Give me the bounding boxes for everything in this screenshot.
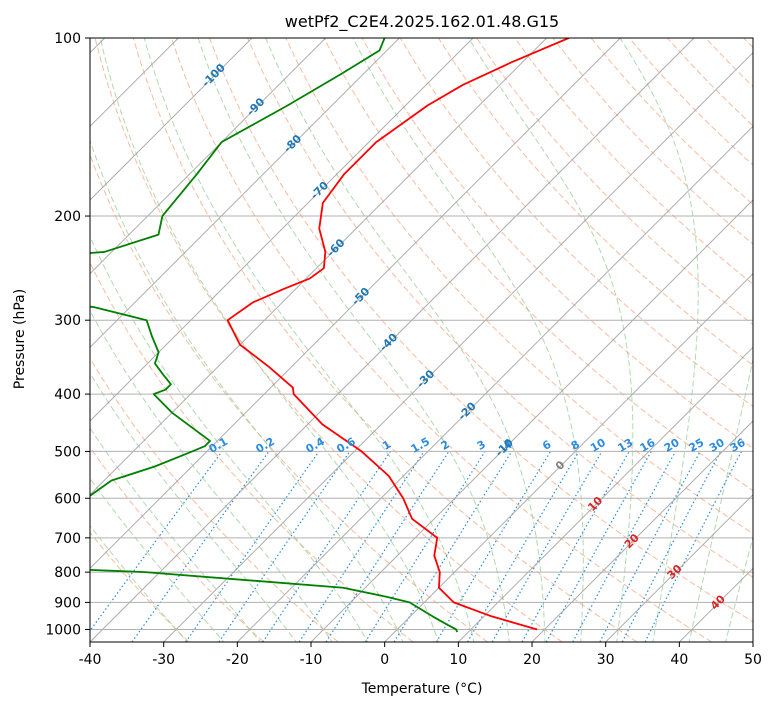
dry-adiabat-line bbox=[209, 38, 753, 623]
x-axis-title: Temperature (°C) bbox=[361, 681, 483, 697]
moist-adiabat-line bbox=[90, 372, 297, 642]
isotherm-line bbox=[90, 38, 327, 275]
y-tick-label: 700 bbox=[54, 531, 81, 547]
temperature-profile-line bbox=[226, 38, 570, 631]
mixing-ratio-line bbox=[298, 451, 425, 642]
pressure-gridlines bbox=[90, 38, 753, 630]
x-tick-label: -20 bbox=[226, 652, 249, 668]
dewpoint-profile-line bbox=[90, 38, 459, 633]
moist-adiabat-line bbox=[197, 38, 510, 642]
isotherm-line bbox=[605, 493, 753, 642]
isotherm-line bbox=[531, 420, 753, 642]
dry-adiabat-line bbox=[90, 153, 488, 642]
dry-adiabat-line bbox=[90, 357, 339, 642]
x-tick-label: -30 bbox=[152, 652, 175, 668]
isotherm-line bbox=[310, 199, 753, 642]
y-tick-label: 100 bbox=[54, 31, 81, 47]
y-tick-label: 800 bbox=[54, 565, 81, 581]
x-tick-label: 10 bbox=[449, 652, 467, 668]
mixing-ratio-line bbox=[90, 451, 223, 632]
isotherm-line bbox=[90, 38, 548, 496]
y-tick-label: 300 bbox=[54, 313, 81, 329]
plot-frame bbox=[89, 37, 754, 643]
isotherm-line bbox=[90, 38, 695, 642]
isotherms bbox=[90, 38, 753, 642]
y-tick-label: 400 bbox=[54, 387, 81, 403]
mixing-ratio-line bbox=[621, 451, 722, 642]
mixing-ratio-line bbox=[325, 451, 450, 642]
x-tick-label: 30 bbox=[597, 652, 615, 668]
mixing-ratio-line bbox=[545, 451, 652, 642]
y-axis-title: Pressure (hPa) bbox=[12, 289, 28, 389]
x-axis-ticks: -40 -30 -20 -10 0 10 20 30 40 50 bbox=[79, 642, 762, 668]
dry-adiabat-line bbox=[438, 38, 753, 366]
x-tick-label: 20 bbox=[523, 652, 541, 668]
moist-adiabat-line bbox=[619, 38, 699, 642]
mixing-ratio-line bbox=[185, 451, 320, 642]
y-tick-label: 1000 bbox=[45, 622, 81, 638]
isotherm-line bbox=[90, 38, 253, 201]
isotherm-line bbox=[90, 38, 621, 570]
x-tick-label: 0 bbox=[380, 652, 389, 668]
mixing-ratio-line bbox=[644, 451, 743, 642]
isotherm-line bbox=[90, 38, 400, 349]
isotherm-line bbox=[384, 272, 753, 642]
plot-area bbox=[90, 38, 753, 642]
isotherm-line bbox=[90, 38, 474, 422]
x-tick-label: 50 bbox=[744, 652, 762, 668]
y-tick-label: 500 bbox=[54, 444, 81, 460]
moist-adiabat-line bbox=[467, 38, 634, 642]
y-tick-label: 600 bbox=[54, 491, 81, 507]
isotherm-line bbox=[457, 346, 753, 642]
isotherm-line bbox=[236, 125, 753, 642]
x-tick-label: -10 bbox=[300, 652, 323, 668]
x-tick-label: -40 bbox=[79, 652, 102, 668]
dry-adiabat-line bbox=[132, 38, 638, 642]
moist-adiabat-line bbox=[90, 309, 333, 642]
dry-adiabat-line bbox=[90, 446, 264, 642]
mixing-ratio-line bbox=[521, 451, 630, 642]
y-tick-label: 200 bbox=[54, 209, 81, 225]
mixing-ratio-line bbox=[393, 451, 513, 642]
mixing-ratio-line bbox=[218, 451, 351, 642]
isotherm-line bbox=[163, 51, 753, 642]
dry-adiabat-line bbox=[514, 38, 753, 285]
dry-adiabat-line bbox=[247, 38, 753, 578]
y-tick-label: 900 bbox=[54, 595, 81, 611]
chart-title: wetPf2_C2E4.2025.162.01.48.G15 bbox=[285, 12, 559, 32]
x-tick-label: 40 bbox=[670, 652, 688, 668]
y-axis-ticks: 100 200 300 400 500 600 700 800 900 1000 bbox=[45, 31, 90, 638]
dry-adiabat-line bbox=[90, 531, 190, 642]
mixing-ratio-line bbox=[262, 451, 391, 642]
moist-adiabat-line bbox=[265, 38, 546, 642]
profile-series bbox=[90, 38, 570, 633]
dry-adiabat-line bbox=[399, 38, 753, 408]
mixing-ratio-line bbox=[572, 451, 677, 642]
dry-adiabat-line bbox=[94, 38, 563, 642]
